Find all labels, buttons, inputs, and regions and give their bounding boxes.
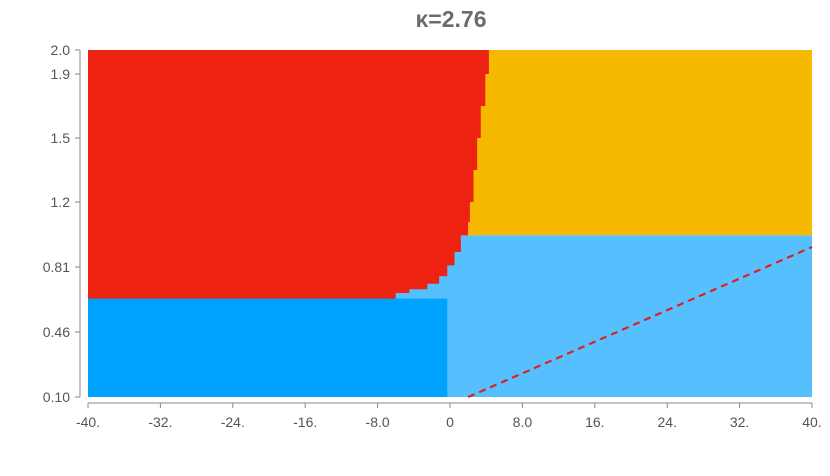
x-tick-label: -16. bbox=[293, 414, 317, 430]
region-blue bbox=[88, 298, 448, 397]
y-tick-label: 1.5 bbox=[51, 130, 71, 146]
x-tick-label: -40. bbox=[76, 414, 100, 430]
y-tick-label: 0.81 bbox=[43, 259, 70, 275]
dashed-line bbox=[467, 245, 813, 399]
x-tick-label: 40. bbox=[802, 414, 821, 430]
x-tick-label: -8.0 bbox=[366, 414, 390, 430]
y-tick-label: 2.0 bbox=[51, 42, 71, 58]
plot-area bbox=[88, 50, 813, 399]
x-tick-label: 8.0 bbox=[513, 414, 533, 430]
y-tick-label: 0.46 bbox=[43, 324, 70, 340]
chart-title: κ=2.76 bbox=[415, 6, 486, 32]
y-tick-label: 0.10 bbox=[43, 389, 70, 405]
y-tick-label: 1.2 bbox=[51, 194, 71, 210]
y-tick-label: 1.9 bbox=[51, 66, 71, 82]
axes: -40. -32. -24. -16. -8.0 0 8.0 16. 24. 32. 40. 0.10… bbox=[43, 42, 822, 430]
x-tick-label: 0 bbox=[446, 414, 454, 430]
x-tick-label: 24. bbox=[657, 414, 676, 430]
x-tick-label: 32. bbox=[730, 414, 749, 430]
x-tick-label: 16. bbox=[585, 414, 604, 430]
x-tick-label: -24. bbox=[221, 414, 245, 430]
x-tick-label: -32. bbox=[148, 414, 172, 430]
region-red bbox=[88, 50, 493, 299]
